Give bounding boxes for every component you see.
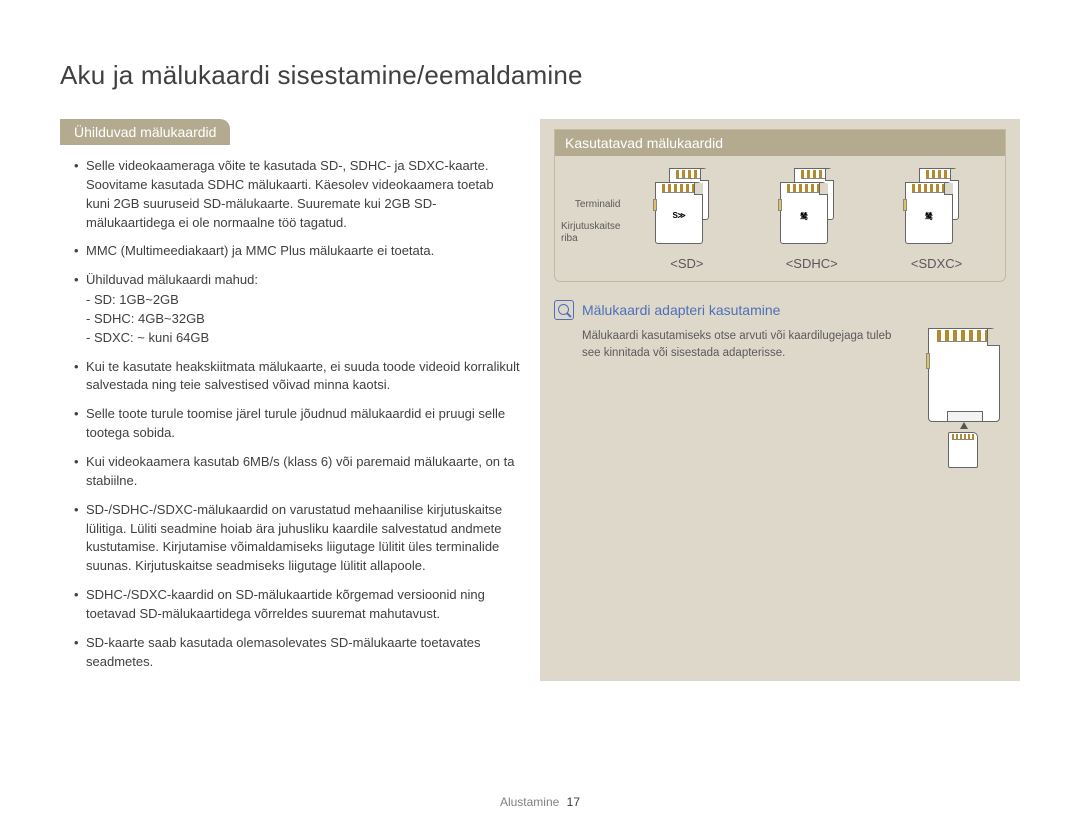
section-heading-tab: Ühilduvad mälukaardid bbox=[60, 119, 230, 145]
footer-page-number: 17 bbox=[567, 795, 580, 809]
sd-logo-icon: S≫ bbox=[656, 211, 702, 220]
list-item: Kui videokaamera kasutab 6MB/s (klass 6)… bbox=[74, 453, 520, 491]
list-item: Kui te kasutate heakskiitmata mälukaarte… bbox=[74, 358, 520, 396]
adapter-description: Mälukaardi kasutamiseks otse arvuti või … bbox=[554, 328, 908, 363]
list-item: MMC (Multimeediakaart) ja MMC Plus mäluk… bbox=[74, 242, 520, 261]
list-item: SDHC-/SDXC-kaardid on SD-mälukaartide kõ… bbox=[74, 586, 520, 624]
sublist-item: - SD: 1GB~2GB bbox=[86, 291, 520, 310]
cards-box-header: Kasutatavad mälukaardid bbox=[555, 130, 1005, 156]
card-part-labels: Terminalid Kirjutuskaitse riba bbox=[561, 199, 624, 271]
sd-card-slot: S≫ <SD> bbox=[624, 168, 749, 271]
usable-cards-box: Kasutatavad mälukaardid Terminalid Kirju… bbox=[554, 129, 1006, 282]
list-item: Selle toote turule toomise järel turule … bbox=[74, 405, 520, 443]
sdhc-logo-icon: 鸶 bbox=[781, 211, 827, 222]
sd-label: <SD> bbox=[670, 256, 703, 271]
sd-card-illustration: S≫ bbox=[655, 168, 719, 246]
sdxc-logo-icon: 鸶 bbox=[906, 211, 952, 222]
sdhc-label: <SDHC> bbox=[786, 256, 838, 271]
adapter-section: Mälukaardi adapteri kasutamine Mälukaard… bbox=[554, 300, 1006, 468]
page-footer: Alustamine 17 bbox=[0, 795, 1080, 809]
adapter-heading: Mälukaardi adapteri kasutamine bbox=[582, 302, 780, 318]
list-item: Ühilduvad mälukaardi mahud: - SD: 1GB~2G… bbox=[74, 271, 520, 347]
adapter-illustration bbox=[922, 328, 1006, 468]
right-panel: Kasutatavad mälukaardid Terminalid Kirju… bbox=[540, 119, 1020, 681]
list-item: Selle videokaameraga võite te kasutada S… bbox=[74, 157, 520, 232]
list-item: SD-/SDHC-/SDXC-mälukaardid on varustatud… bbox=[74, 501, 520, 576]
sdhc-card-slot: 鸶 <SDHC> bbox=[749, 168, 874, 271]
sdhc-card-illustration: 鸶 bbox=[780, 168, 844, 246]
content-columns: Ühilduvad mälukaardid Selle videokaamera… bbox=[60, 119, 1020, 681]
capacity-sublist: - SD: 1GB~2GB - SDHC: 4GB~32GB - SDXC: ~… bbox=[86, 291, 520, 348]
cards-box-body: Terminalid Kirjutuskaitse riba S≫ bbox=[555, 156, 1005, 281]
list-item: SD-kaarte saab kasutada olemasolevates S… bbox=[74, 634, 520, 672]
sublist-item: - SDXC: ~ kuni 64GB bbox=[86, 329, 520, 348]
left-column: Ühilduvad mälukaardid Selle videokaamera… bbox=[60, 119, 520, 681]
magnifier-icon bbox=[554, 300, 574, 320]
sublist-item: - SDHC: 4GB~32GB bbox=[86, 310, 520, 329]
sdxc-card-illustration: 鸶 bbox=[905, 168, 969, 246]
writeprotect-label-2: riba bbox=[561, 233, 620, 245]
sdxc-card-slot: 鸶 <SDXC> bbox=[874, 168, 999, 271]
footer-section-name: Alustamine bbox=[500, 795, 559, 809]
arrow-up-icon bbox=[960, 422, 968, 429]
terminals-label: Terminalid bbox=[575, 199, 621, 211]
writeprotect-label-1: Kirjutuskaitse bbox=[561, 221, 620, 233]
sdxc-label: <SDXC> bbox=[911, 256, 962, 271]
page-title: Aku ja mälukaardi sisestamine/eemaldamin… bbox=[60, 60, 1020, 91]
list-item-text: Ühilduvad mälukaardi mahud: bbox=[86, 272, 258, 287]
bullet-list: Selle videokaameraga võite te kasutada S… bbox=[60, 157, 520, 671]
